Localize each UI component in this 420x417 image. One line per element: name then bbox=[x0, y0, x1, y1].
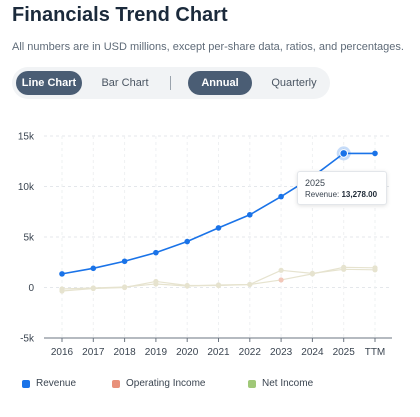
operating-income-point bbox=[278, 277, 284, 283]
revenue-point bbox=[372, 150, 378, 157]
legend-swatch-revenue bbox=[22, 379, 30, 388]
annual-button[interactable]: Annual bbox=[188, 71, 252, 95]
revenue-point bbox=[184, 238, 190, 245]
y-tick-label: 0 bbox=[28, 283, 34, 294]
legend-swatch-operating-income bbox=[112, 379, 120, 388]
quarterly-button[interactable]: Quarterly bbox=[271, 77, 317, 89]
revenue-point bbox=[247, 211, 253, 218]
operating-income-point bbox=[247, 281, 253, 288]
operating-income-point bbox=[215, 282, 222, 288]
revenue-point bbox=[59, 271, 65, 277]
x-tick-label: 2022 bbox=[239, 347, 262, 358]
page-subtitle: All numbers are in USD millions, except … bbox=[12, 41, 404, 53]
financials-line-chart: 15k 10k 5k 0 -5k 2016 2017 2018 2019 2020 2021 2022… bbox=[18, 132, 392, 358]
legend-item-net-income[interactable]: Net Income bbox=[248, 378, 313, 389]
x-tick-label: 2019 bbox=[145, 347, 168, 358]
x-tick-label: 2016 bbox=[51, 347, 74, 358]
y-tick-label: 15k bbox=[18, 132, 35, 143]
operating-income-point bbox=[372, 265, 378, 271]
x-tick-label: 2025 bbox=[333, 347, 356, 358]
x-tick-label: 2023 bbox=[270, 347, 293, 358]
revenue-point bbox=[339, 149, 349, 158]
chart-controls: Line Chart Bar Chart Annual Quarterly bbox=[12, 67, 330, 99]
net-income-point bbox=[278, 267, 284, 273]
operating-income-point bbox=[309, 271, 315, 277]
legend-item-revenue[interactable]: Revenue bbox=[22, 378, 112, 389]
x-tick-label: 2020 bbox=[176, 347, 199, 358]
operating-income-point bbox=[184, 283, 190, 289]
y-tick-label: 5k bbox=[23, 233, 35, 244]
tooltip-year: 2025 bbox=[305, 178, 326, 188]
tooltip-value: 13,278.00 bbox=[341, 190, 378, 199]
operating-income-point bbox=[122, 284, 128, 290]
x-tick-label: 2017 bbox=[82, 347, 105, 358]
revenue-point bbox=[90, 265, 97, 272]
operating-income-point bbox=[341, 264, 347, 270]
legend-label-operating-income: Operating Income bbox=[126, 378, 206, 389]
x-tick-label: 2018 bbox=[113, 347, 136, 358]
page-title: Financials Trend Chart bbox=[12, 4, 228, 26]
revenue-point bbox=[153, 249, 159, 256]
x-tick-label: 2021 bbox=[207, 347, 230, 358]
chart-legend: Revenue Operating Income Net Income bbox=[22, 378, 313, 389]
x-tick-label: 2024 bbox=[301, 347, 324, 358]
tooltip-value-line: Revenue: 13,278.00 bbox=[305, 190, 377, 199]
chart-tooltip: 2025 Revenue: 13,278.00 bbox=[297, 171, 387, 205]
toggle-divider bbox=[170, 76, 171, 90]
operating-income-point bbox=[153, 281, 159, 287]
tooltip-series-label: Revenue: bbox=[305, 190, 340, 199]
bar-chart-button[interactable]: Bar Chart bbox=[101, 77, 149, 89]
legend-item-operating-income[interactable]: Operating Income bbox=[112, 378, 248, 389]
revenue-point bbox=[121, 258, 128, 265]
operating-income-point bbox=[59, 286, 65, 292]
legend-swatch-net-income bbox=[248, 379, 256, 388]
y-tick-label: -5k bbox=[20, 334, 35, 345]
operating-income-point bbox=[90, 285, 96, 291]
line-chart-button[interactable]: Line Chart bbox=[16, 71, 82, 95]
legend-label-revenue: Revenue bbox=[36, 378, 77, 389]
legend-label-net-income: Net Income bbox=[262, 378, 314, 389]
y-tick-label: 10k bbox=[18, 182, 35, 193]
revenue-point bbox=[215, 225, 222, 231]
revenue-point bbox=[278, 193, 284, 200]
x-tick-label: TTM bbox=[365, 347, 386, 358]
